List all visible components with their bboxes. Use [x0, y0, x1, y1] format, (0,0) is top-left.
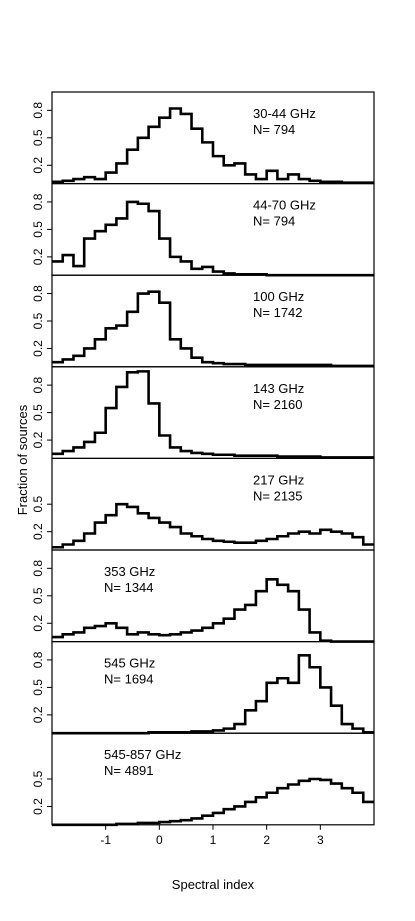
- histogram-series: [52, 654, 374, 735]
- x-axis-title: Spectral index: [172, 877, 255, 892]
- panel-count-label: N= 794: [253, 122, 295, 137]
- panel-count-label: N= 1694: [104, 672, 154, 687]
- x-tick-label: 0: [156, 833, 163, 847]
- panel-frame: [51, 91, 375, 185]
- panel-frame: [51, 457, 375, 551]
- y-tick-label: 0.2: [31, 340, 45, 357]
- y-tick-label: 0.2: [31, 706, 45, 723]
- histogram-series: [52, 578, 374, 643]
- panel-frequency-label: 44-70 GHz: [253, 198, 316, 213]
- panel-frequency-label: 100 GHz: [253, 289, 304, 304]
- histogram-series: [52, 777, 374, 827]
- x-axis: -1 0 1 2 3: [100, 824, 324, 847]
- y-tick-label: 0.5: [31, 312, 45, 329]
- panel-frame: [51, 183, 375, 276]
- y-tick-label: 0.2: [31, 431, 45, 448]
- panel-count-label: N= 2160: [253, 397, 303, 412]
- panel-count-label: N= 4891: [104, 763, 154, 778]
- panel-count-label: N= 2135: [253, 488, 303, 503]
- y-tick-label: 0.8: [31, 102, 45, 119]
- x-tick-label: 2: [263, 833, 270, 847]
- y-axis-title: Fraction of sources: [15, 404, 30, 515]
- y-tick-label: 0.8: [31, 560, 45, 577]
- histogram-series: [52, 200, 374, 277]
- y-tick-label: 0.5: [31, 404, 45, 421]
- y-tick-label: 0.8: [31, 651, 45, 668]
- panel-frame: [51, 274, 375, 368]
- x-tick-label: 3: [317, 833, 324, 847]
- y-tick-label: 0.2: [31, 248, 45, 265]
- panel-count-label: N= 1742: [253, 305, 303, 320]
- panel-frequency-label: 30-44 GHz: [253, 106, 316, 121]
- y-tick-label: 0.8: [31, 193, 45, 210]
- x-tick-label: -1: [100, 833, 111, 847]
- y-tick-label: 0.5: [31, 129, 45, 146]
- x-tick-label: 1: [210, 833, 217, 847]
- panel-frame: [51, 366, 375, 459]
- y-tick-label: 0.5: [31, 587, 45, 604]
- histogram-series: [52, 370, 374, 459]
- panel-frequency-label: 353 GHz: [104, 564, 155, 579]
- y-tick-label: 0.5: [31, 221, 45, 238]
- y-tick-label: 0.5: [31, 770, 45, 787]
- panel-count-label: N= 1344: [104, 580, 154, 595]
- y-tick-label: 0.5: [31, 679, 45, 696]
- y-tick-label: 0.5: [31, 496, 45, 513]
- histogram-series: [52, 107, 374, 184]
- y-tick-label: 0.2: [31, 615, 45, 632]
- panel-count-label: N= 794: [253, 214, 295, 229]
- panel-frequency-label: 545 GHz: [104, 656, 155, 671]
- panel-frequency-label: 217 GHz: [253, 472, 304, 487]
- panel-frequency-label: 545-857 GHz: [104, 747, 181, 762]
- y-tick-label: 0.8: [31, 376, 45, 393]
- y-tick-label: 0.2: [31, 157, 45, 174]
- panel-frequency-label: 143 GHz: [253, 381, 304, 396]
- y-tick-label: 0.2: [31, 798, 45, 815]
- y-tick-label: 0.8: [31, 285, 45, 302]
- histogram-series: [52, 502, 374, 549]
- y-tick-label: 0.2: [31, 523, 45, 540]
- histogram-series: [52, 290, 374, 368]
